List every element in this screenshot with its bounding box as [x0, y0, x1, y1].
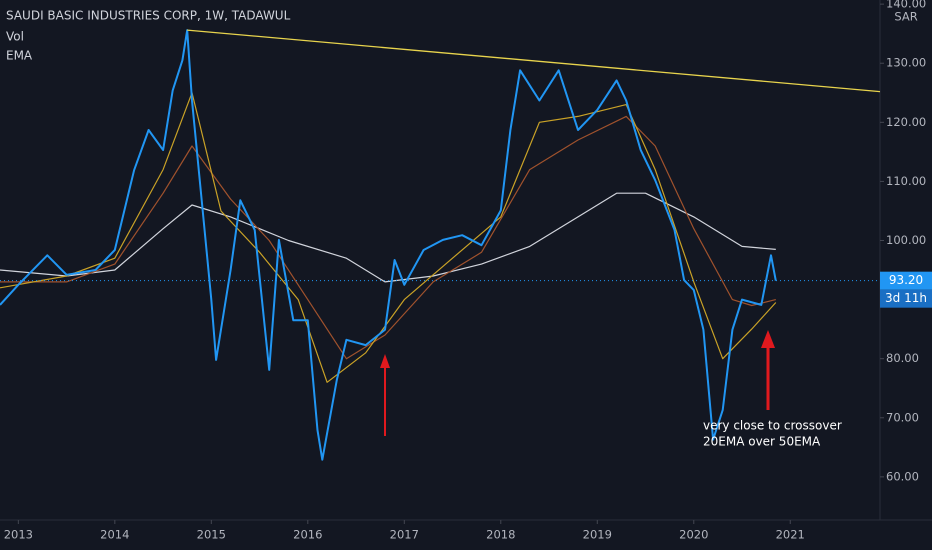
currency-label: SAR: [894, 10, 917, 24]
x-tick-label: 2016: [293, 528, 322, 542]
countdown-box: [880, 289, 932, 308]
indicator-label: EMA: [6, 49, 33, 63]
x-tick-label: 2017: [390, 528, 419, 542]
annotation: very close to crossover: [703, 419, 842, 433]
x-tick-label: 2019: [583, 528, 612, 542]
arrow: [380, 354, 390, 436]
last-price-box: [880, 271, 932, 290]
indicator-label: Vol: [6, 30, 24, 44]
y-tick-label: 60.00: [886, 469, 919, 483]
price-line: [0, 115, 776, 360]
chart-title: SAUDI BASIC INDUSTRIES CORP, 1W, TADAWUL: [6, 9, 291, 23]
x-tick-label: 2020: [679, 528, 708, 542]
price-line: [0, 92, 777, 383]
x-tick-label: 2018: [486, 528, 515, 542]
price-line: [0, 192, 776, 283]
arrow: [761, 330, 775, 410]
x-tick-label: 2021: [776, 528, 805, 542]
price-line: [0, 29, 777, 461]
y-tick-label: 140.00: [886, 0, 926, 11]
y-tick-label: 130.00: [886, 56, 926, 70]
y-tick-label: 80.00: [886, 351, 919, 365]
price-line: [187, 29, 881, 93]
annotation: 20EMA over 50EMA: [703, 435, 821, 449]
last-price-label: 93.20: [889, 273, 923, 287]
plot-area: [0, 29, 881, 461]
x-tick-label: 2014: [100, 528, 129, 542]
y-tick-label: 70.00: [886, 410, 919, 424]
y-tick-label: 100.00: [886, 233, 926, 247]
x-tick-label: 2015: [197, 528, 226, 542]
countdown-label: 3d 11h: [885, 291, 927, 305]
y-tick-label: 110.00: [886, 174, 926, 188]
x-tick-label: 2013: [4, 528, 33, 542]
y-tick-label: 120.00: [886, 115, 926, 129]
